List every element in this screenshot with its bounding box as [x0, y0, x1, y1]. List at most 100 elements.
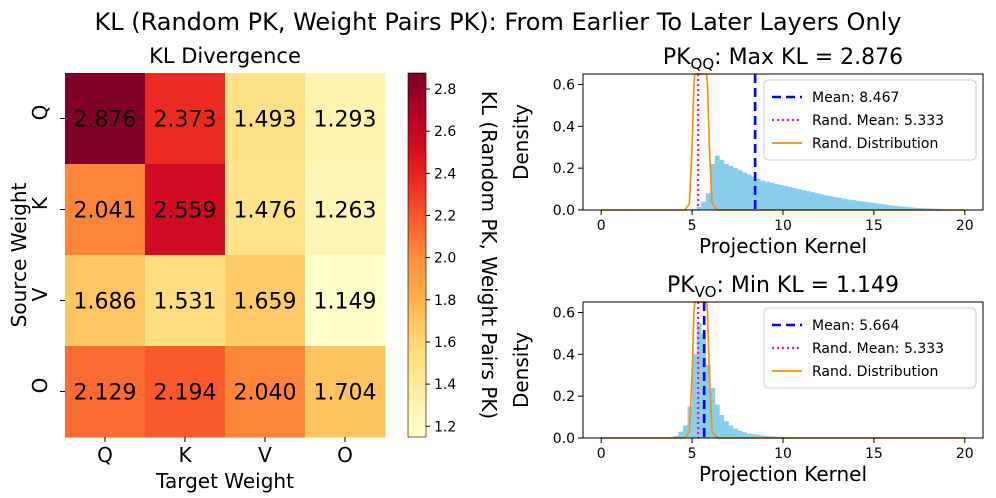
colorbar-segment [408, 294, 426, 299]
colorbar-segment [408, 79, 426, 83]
colorbar-segment [408, 112, 426, 117]
colorbar-segment [408, 203, 426, 208]
colorbar-frame [407, 72, 427, 438]
histogram-bar [733, 168, 738, 210]
histogram-bar [696, 206, 702, 210]
colorbar-tick-label: 1.6 [434, 335, 456, 351]
colorbar-segment [408, 406, 426, 411]
histogram-bar [701, 333, 707, 438]
colorbar-segment [408, 415, 426, 420]
colorbar-segment [408, 179, 426, 183]
colorbar-tick-label: 2.2 [434, 208, 456, 224]
histogram-bar [710, 387, 716, 438]
colorbar-segment [408, 115, 426, 120]
colorbar-segment [408, 370, 426, 374]
heatmap-cell-label: 1.149 [314, 290, 377, 315]
legend-label-mean: Mean: 8.467 [812, 90, 899, 106]
histogram-bar [778, 184, 784, 210]
x-tick-label: 0 [597, 218, 606, 234]
heatmap-cell [225, 73, 306, 165]
colorbar-segment [408, 170, 426, 174]
legend-label-rand_mean: Rand. Mean: 5.333 [812, 341, 944, 357]
colorbar-segment [408, 279, 426, 283]
histogram-bar [869, 202, 875, 210]
legend-label-rand_mean: Rand. Mean: 5.333 [812, 113, 944, 129]
histogram-bar [737, 170, 743, 210]
colorbar-segment [408, 330, 426, 335]
colorbar-segment [408, 346, 426, 350]
heatmap-cell-label: 1.704 [314, 381, 377, 406]
histogram-bar [828, 196, 834, 210]
histogram-title: PKQQ: Max KL = 2.876 [663, 45, 903, 73]
histogram-bar [692, 208, 697, 210]
heatmap-cell [225, 346, 306, 438]
heatmap-x-tick-label: V [258, 443, 272, 467]
colorbar-segment [408, 221, 426, 226]
heatmap-y-tick-label: V [28, 287, 52, 301]
histogram-bar [883, 204, 888, 210]
histogram-bar [719, 159, 725, 210]
heatmap-cell-label: 1.531 [154, 290, 217, 315]
heatmap-cell [65, 164, 146, 256]
legend-frame [763, 79, 977, 161]
histogram-bar [683, 425, 688, 438]
colorbar-segment [408, 421, 426, 426]
heatmap-x-tick-label: Q [97, 443, 113, 467]
x-tick-label: 15 [865, 446, 883, 462]
histogram-bar [737, 430, 743, 438]
histogram-bar [901, 206, 907, 210]
colorbar-segment [408, 182, 426, 186]
histogram-bar [787, 186, 793, 210]
histogram-bar [710, 163, 716, 210]
colorbar-segment [408, 394, 426, 399]
histogram-bar [855, 200, 861, 210]
histogram-bar [887, 205, 893, 210]
histogram-bar [728, 166, 734, 210]
histogram-bar [673, 435, 679, 438]
colorbar-segment [408, 76, 426, 80]
colorbar-label: KL (Random PK, Weight Pairs PK) [477, 91, 501, 419]
heatmap-cell-label: 2.559 [154, 199, 217, 224]
colorbar-segment [408, 88, 426, 92]
colorbar-segment [408, 106, 426, 110]
colorbar-segment [408, 154, 426, 159]
histogram-bar [833, 197, 838, 210]
histogram-bar [692, 354, 697, 438]
colorbar-segment [408, 191, 426, 195]
colorbar-segment [408, 267, 426, 271]
histogram-bar [796, 189, 802, 210]
heatmap-cell [305, 73, 386, 165]
colorbar-segment [408, 200, 426, 205]
heatmap-cell [225, 255, 306, 347]
colorbar-segment [408, 300, 426, 305]
colorbar-segment [408, 273, 426, 277]
histogram-bar [760, 435, 766, 438]
x-tick-label: 0 [597, 446, 606, 462]
histogram-bar [769, 182, 775, 210]
colorbar-segment [408, 82, 426, 86]
colorbar-segment [408, 339, 426, 344]
colorbar-segment [408, 315, 426, 320]
heatmap-cell [225, 164, 306, 256]
colorbar-segment [408, 124, 426, 129]
histogram-bar [769, 436, 775, 438]
colorbar-segment [408, 367, 426, 371]
histogram-bar [714, 404, 720, 438]
colorbar-segment [408, 342, 426, 347]
colorbar-segment [408, 188, 426, 192]
colorbar-segment [408, 361, 426, 365]
colorbar-segment [408, 224, 426, 229]
heatmap-cell-label: 2.373 [154, 108, 217, 133]
histogram-panel-vo: PKVO: Min KL = 1.149 0 5 10 15 20 0.0 0.2 0.4 0.6… [509, 273, 984, 486]
colorbar-segment [408, 333, 426, 338]
colorbar-tick-label: 1.4 [434, 377, 456, 393]
histogram-bar [910, 207, 916, 210]
colorbar-segment [408, 151, 426, 156]
legend-label-rand_dist: Rand. Distribution [812, 136, 938, 152]
histogram-bar [773, 183, 779, 210]
figure-suptitle: KL (Random PK, Weight Pairs PK): From Ea… [95, 8, 902, 36]
y-tick-label: 0.6 [553, 305, 575, 321]
histogram-panel-qq: PKQQ: Max KL = 2.876 0 5 10 15 20 0.0 0.2 0.4 0.6… [509, 45, 984, 258]
colorbar-segment [408, 215, 426, 220]
histogram-bar [842, 198, 847, 210]
